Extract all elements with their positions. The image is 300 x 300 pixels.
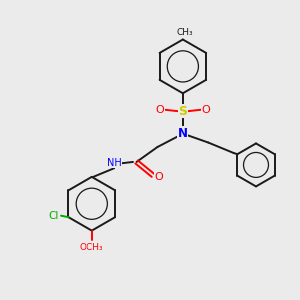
Text: OCH₃: OCH₃ — [80, 243, 104, 252]
Text: O: O — [202, 105, 210, 115]
Text: NH: NH — [107, 158, 122, 168]
Text: O: O — [155, 105, 164, 115]
Text: S: S — [178, 105, 187, 118]
Text: N: N — [178, 127, 188, 140]
Text: CH₃: CH₃ — [176, 28, 193, 37]
Text: Cl: Cl — [48, 211, 59, 221]
Text: O: O — [154, 172, 163, 182]
